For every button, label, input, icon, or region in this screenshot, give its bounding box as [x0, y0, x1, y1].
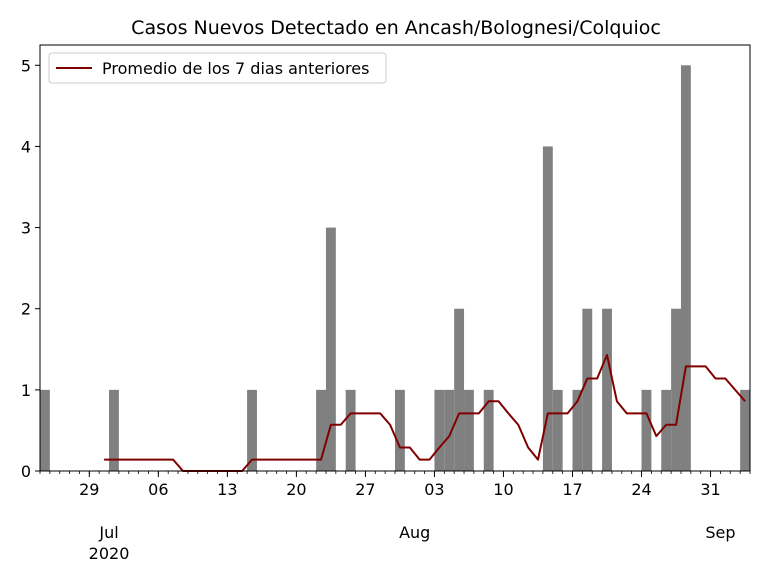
x-year-label: 2020 [89, 544, 130, 563]
legend-label: Promedio de los 7 dias anteriores [102, 59, 369, 78]
x-tick-label: 13 [217, 480, 237, 499]
x-tick-label: 20 [286, 480, 306, 499]
bar [671, 308, 681, 471]
bars-layer [40, 65, 750, 472]
y-tick-label: 1 [21, 381, 31, 400]
x-tick-label: 10 [493, 480, 513, 499]
chart-title: Casos Nuevos Detectado en Ancash/Bologne… [131, 17, 661, 39]
bar [395, 389, 405, 471]
bar [444, 389, 455, 471]
bar [680, 65, 691, 472]
bar [464, 389, 474, 471]
bar [542, 146, 553, 471]
legend-box [48, 52, 387, 84]
bar [572, 389, 583, 471]
x-tick-label: 31 [700, 480, 720, 499]
bar [602, 308, 612, 471]
bar [552, 389, 563, 471]
bar [740, 389, 750, 471]
x-tick-label: 29 [79, 480, 99, 499]
bar [582, 308, 593, 471]
x-tick-label: 03 [424, 480, 444, 499]
bar [40, 389, 50, 471]
y-tick-label: 2 [21, 300, 31, 319]
bar [641, 389, 652, 471]
x-tick-label: 24 [631, 480, 651, 499]
legend: Promedio de los 7 dias anteriores [48, 52, 387, 84]
x-month-label: Sep [705, 523, 735, 542]
bar [109, 389, 119, 471]
bar [316, 389, 326, 471]
y-tick-label: 3 [21, 219, 31, 238]
bar [345, 389, 356, 471]
bar [454, 308, 465, 471]
x-tick-label: 27 [355, 480, 375, 499]
y-tick-label: 0 [21, 462, 31, 481]
x-month-label: Aug [399, 523, 430, 542]
bar [247, 389, 257, 471]
bar [434, 389, 445, 471]
y-tick-label: 5 [21, 56, 31, 75]
bar [325, 227, 336, 471]
x-month-label: Jul [98, 523, 118, 542]
bar [483, 389, 494, 471]
x-tick-label: 17 [562, 480, 582, 499]
x-tick-label: 06 [148, 480, 168, 499]
y-tick-label: 4 [21, 137, 31, 156]
axes-layer: 0 1 2 3 4 5 29 06 13 20 27 03 10 17 24 31 Jul 2020 Aug Sep [21, 44, 751, 563]
bar [661, 389, 672, 471]
